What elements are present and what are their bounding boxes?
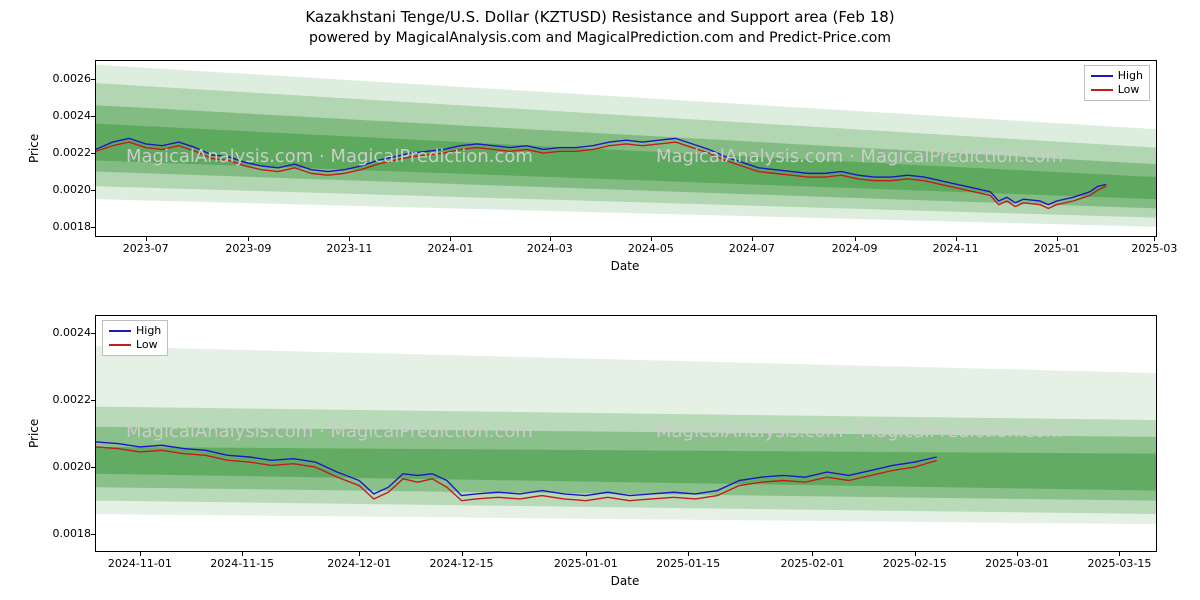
x-tick [915,551,916,556]
x-tick-label: 2023-09 [208,242,288,255]
y-tick [91,116,96,117]
x-tick-label: 2024-03 [510,242,590,255]
legend-swatch-high [1091,75,1113,77]
x-tick [349,236,350,241]
x-tick-label: 2025-03-01 [977,557,1057,570]
x-tick [752,236,753,241]
x-tick [1119,551,1120,556]
x-tick [956,236,957,241]
y-axis-label: Price [27,418,41,447]
y-tick-label: 0.0018 [41,220,91,233]
x-tick-label: 2023-07 [106,242,186,255]
x-tick [688,551,689,556]
x-tick-label: 2023-11 [309,242,389,255]
y-tick-label: 0.0022 [41,393,91,406]
y-tick [91,534,96,535]
legend-swatch-high [109,330,131,332]
chart-top-svg [96,61,1156,236]
x-tick [242,551,243,556]
x-tick-label: 2025-03-15 [1079,557,1159,570]
x-tick [1057,236,1058,241]
y-tick-label: 0.0020 [41,460,91,473]
legend: High Low [102,320,168,356]
x-tick [812,551,813,556]
x-tick-label: 2024-01 [410,242,490,255]
y-tick-label: 0.0022 [41,146,91,159]
x-tick [248,236,249,241]
y-tick [91,190,96,191]
y-tick [91,153,96,154]
x-tick-label: 2024-11 [916,242,996,255]
x-tick [586,551,587,556]
legend-label-high: High [1118,69,1143,83]
chart-subtitle: powered by MagicalAnalysis.com and Magic… [0,30,1200,46]
x-tick [462,551,463,556]
x-tick [651,236,652,241]
legend-row-low: Low [1091,83,1143,97]
x-tick [450,236,451,241]
y-axis-label: Price [27,133,41,162]
chart-title: Kazakhstani Tenge/U.S. Dollar (KZTUSD) R… [0,8,1200,26]
legend-row-high: High [109,324,161,338]
x-tick [146,236,147,241]
y-tick-label: 0.0020 [41,183,91,196]
x-tick-label: 2025-03 [1114,242,1194,255]
y-tick-label: 0.0024 [41,326,91,339]
y-tick-label: 0.0026 [41,72,91,85]
x-tick-label: 2024-09 [815,242,895,255]
x-tick-label: 2025-01-01 [546,557,626,570]
legend-label-low: Low [136,338,158,352]
x-tick-label: 2024-12-01 [319,557,399,570]
x-tick [359,551,360,556]
legend-label-high: High [136,324,161,338]
legend-label-low: Low [1118,83,1140,97]
x-tick-label: 2024-07 [712,242,792,255]
x-tick-label: 2025-02-15 [875,557,955,570]
x-tick [550,236,551,241]
y-tick [91,79,96,80]
page: { "title": "Kazakhstani Tenge/U.S. Dolla… [0,0,1200,600]
x-tick-label: 2024-11-15 [202,557,282,570]
x-tick [140,551,141,556]
x-axis-label: Date [95,259,1155,273]
y-tick-label: 0.0018 [41,527,91,540]
chart-bottom-svg [96,316,1156,551]
x-tick-label: 2024-12-15 [422,557,502,570]
y-tick [91,333,96,334]
legend-swatch-low [109,344,131,346]
legend: High Low [1084,65,1150,101]
x-tick-label: 2025-02-01 [772,557,852,570]
x-tick [1017,551,1018,556]
legend-row-high: High [1091,69,1143,83]
legend-row-low: Low [109,338,161,352]
x-tick [855,236,856,241]
x-axis-label: Date [95,574,1155,588]
y-tick [91,467,96,468]
x-tick-label: 2024-11-01 [100,557,180,570]
chart-top: High Low MagicalAnalysis.com · MagicalPr… [95,60,1157,237]
x-tick [1154,236,1155,241]
x-tick-label: 2024-05 [611,242,691,255]
x-tick-label: 2025-01 [1017,242,1097,255]
chart-bottom: High Low MagicalAnalysis.com · MagicalPr… [95,315,1157,552]
legend-swatch-low [1091,89,1113,91]
y-tick-label: 0.0024 [41,109,91,122]
x-tick-label: 2025-01-15 [648,557,728,570]
y-tick [91,227,96,228]
y-tick [91,400,96,401]
